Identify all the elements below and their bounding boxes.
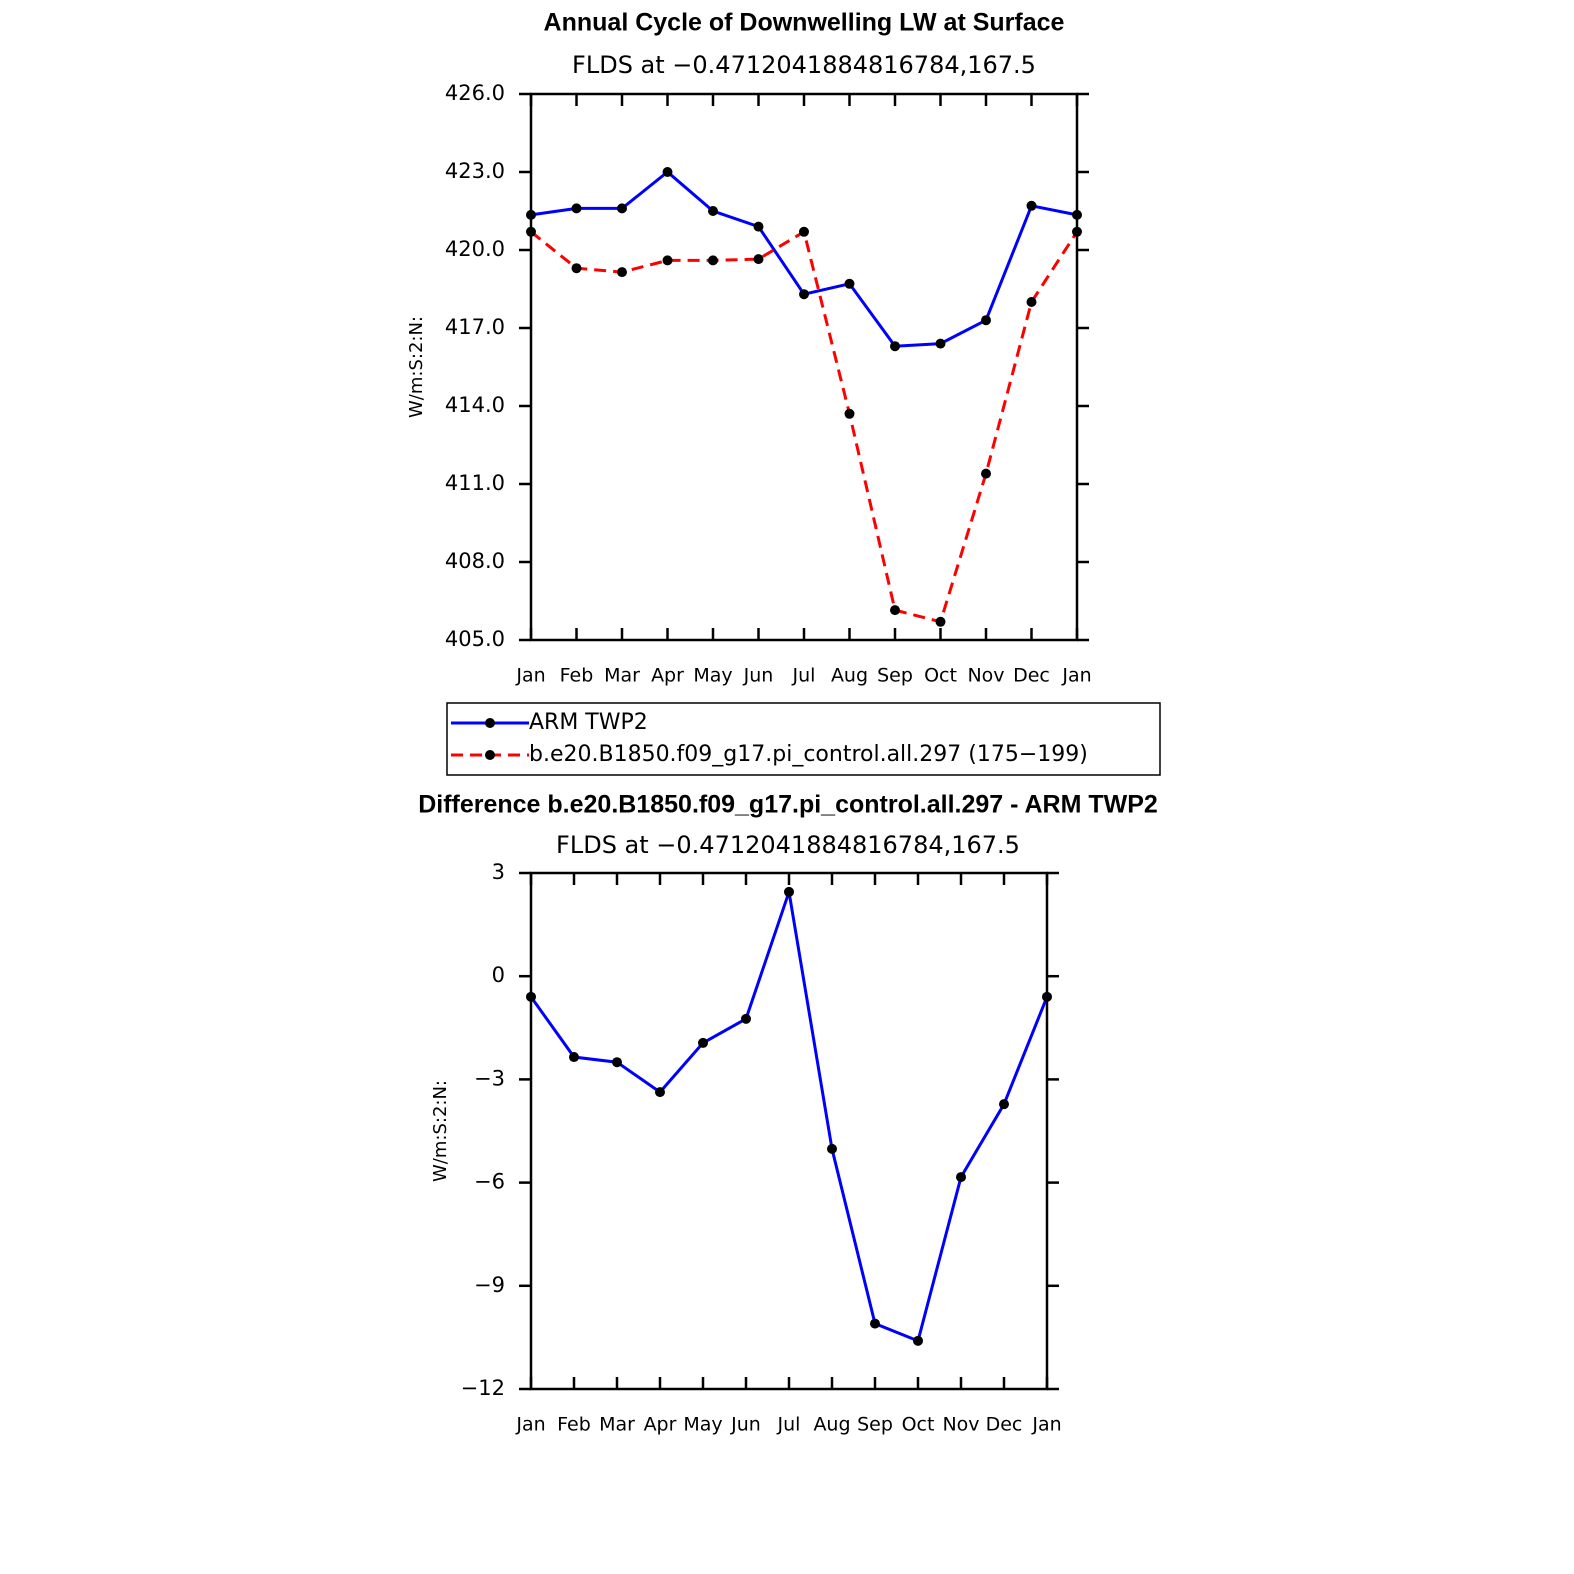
x-tick-label: Aug <box>813 1414 850 1436</box>
point <box>1072 209 1082 220</box>
point <box>981 315 991 326</box>
y-axis-label: W/m:S:2:N: <box>430 1080 451 1182</box>
point <box>708 255 718 266</box>
x-tick-label: Jun <box>743 665 774 687</box>
x-tick-label: Jan <box>515 665 545 687</box>
x-tick-label: May <box>683 1414 722 1436</box>
point <box>890 341 900 352</box>
y-tick-label: 414.0 <box>445 393 505 417</box>
x-tick-label: Mar <box>604 665 640 687</box>
point <box>741 1013 751 1024</box>
y-tick-label: 0 <box>492 963 505 987</box>
x-tick-label: Jun <box>730 1414 761 1436</box>
point <box>890 605 900 616</box>
x-tick-label: May <box>693 665 732 687</box>
point <box>753 221 764 232</box>
x-tick-label: Mar <box>599 1414 635 1436</box>
x-tick-label: Jan <box>1031 1414 1061 1436</box>
point <box>526 226 536 237</box>
point <box>784 886 794 897</box>
x-tick-label: Nov <box>942 1414 979 1436</box>
y-tick-label: 408.0 <box>445 549 505 573</box>
y-axis-label: W/m:S:2:N: <box>406 316 427 418</box>
x-tick-label: Jul <box>792 665 816 687</box>
chart-title: Annual Cycle of Downwelling LW at Surfac… <box>544 9 1065 37</box>
x-tick-label: Apr <box>651 665 684 687</box>
series-line <box>529 891 1049 1343</box>
point <box>935 338 946 349</box>
point <box>1072 226 1082 237</box>
point <box>617 203 627 214</box>
y-tick-label: −3 <box>474 1066 505 1090</box>
point <box>571 203 582 214</box>
x-tick-label: Dec <box>986 1414 1023 1436</box>
y-tick-label: 420.0 <box>445 237 505 261</box>
point <box>526 209 536 220</box>
legend-label: ARM TWP2 <box>529 710 648 735</box>
chart-title: Difference b.e20.B1850.f09_g17.pi_contro… <box>418 791 1158 819</box>
x-tick-label: Aug <box>831 665 868 687</box>
point <box>571 263 582 274</box>
legend-marker <box>485 750 495 760</box>
series-line <box>530 170 1078 348</box>
point <box>526 991 536 1002</box>
legend-marker <box>485 718 495 728</box>
point <box>844 278 855 289</box>
point <box>956 1172 966 1183</box>
x-tick-label: Sep <box>857 1414 893 1436</box>
y-tick-label: −6 <box>474 1170 505 1194</box>
y-tick-label: 405.0 <box>445 627 505 651</box>
legend-label: b.e20.B1850.f09_g17.pi_control.all.297 (… <box>529 742 1088 767</box>
y-tick-label: −9 <box>474 1273 505 1297</box>
y-tick-label: 3 <box>492 860 505 884</box>
legend-box <box>446 702 1161 776</box>
y-tick-label: 426.0 <box>445 81 505 105</box>
x-tick-label: Apr <box>644 1414 677 1436</box>
x-tick-label: Dec <box>1013 665 1050 687</box>
x-tick-label: Nov <box>967 665 1004 687</box>
y-tick-label: 417.0 <box>445 315 505 339</box>
point <box>1026 297 1037 307</box>
point <box>981 468 991 479</box>
x-tick-label: Sep <box>877 665 913 687</box>
x-tick-label: Jan <box>1061 665 1091 687</box>
point <box>708 206 718 216</box>
point <box>870 1318 880 1329</box>
x-tick-label: Jan <box>515 1414 545 1436</box>
chart-subtitle: FLDS at −0.4712041884816784,167.5 <box>556 831 1020 859</box>
x-tick-label: Feb <box>560 665 594 687</box>
point <box>844 408 855 419</box>
point <box>612 1057 622 1068</box>
x-tick-label: Oct <box>902 1414 935 1436</box>
point <box>999 1099 1009 1110</box>
point <box>569 1052 579 1063</box>
plot-frame <box>529 92 1079 642</box>
point <box>1026 200 1037 211</box>
y-tick-label: −12 <box>461 1376 505 1400</box>
chart-subtitle: FLDS at −0.4712041884816784,167.5 <box>572 51 1036 79</box>
point <box>935 616 946 627</box>
point <box>617 267 627 278</box>
point <box>655 1087 665 1098</box>
x-tick-label: Oct <box>924 665 957 687</box>
y-tick-label: 411.0 <box>445 471 505 495</box>
point <box>1042 991 1052 1002</box>
point <box>662 167 673 177</box>
point <box>827 1143 837 1154</box>
point <box>799 226 809 237</box>
point <box>799 289 809 300</box>
point <box>753 254 764 265</box>
y-tick-label: 423.0 <box>445 159 505 183</box>
x-tick-label: Feb <box>557 1414 591 1436</box>
point <box>913 1335 923 1346</box>
point <box>662 255 673 266</box>
point <box>698 1037 708 1048</box>
x-tick-label: Jul <box>777 1414 801 1436</box>
plot-frame <box>529 871 1049 1391</box>
